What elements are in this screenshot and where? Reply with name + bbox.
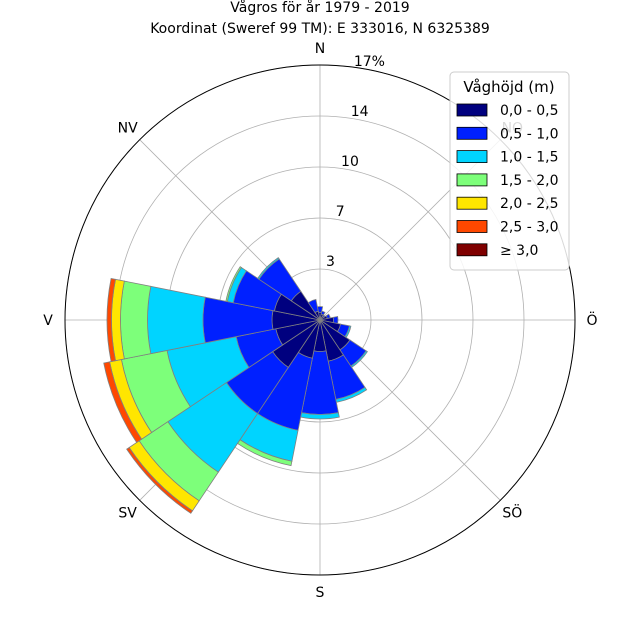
polar-frame xyxy=(64,64,576,576)
direction-label: V xyxy=(43,313,53,329)
legend-entry: 0,0 - 0,5 xyxy=(500,103,558,119)
legend-entry: 1,0 - 1,5 xyxy=(500,150,558,166)
rose-bar-segment xyxy=(257,257,280,280)
rose-bar-segment xyxy=(320,310,326,316)
polar-outline xyxy=(64,64,576,576)
legend-swatch xyxy=(456,196,488,210)
radial-tick-label: 3 xyxy=(326,254,335,270)
rose-bar-segment xyxy=(147,285,206,355)
direction-label: SV xyxy=(118,505,137,521)
legend-swatch xyxy=(456,220,488,233)
legend-entry: 2,5 - 3,0 xyxy=(500,220,558,236)
legend-swatch xyxy=(456,126,488,140)
rose-bar-segment xyxy=(307,298,319,314)
legend-title: Våghöjd (m) xyxy=(463,78,554,96)
chart-subtitle: Koordinat (Sweref 99 TM): E 333016, N 63… xyxy=(150,21,490,37)
legend-entry: ≥ 3,0 xyxy=(500,243,538,259)
legend-frame xyxy=(449,71,570,271)
rose-bar-segment xyxy=(126,446,194,514)
direction-label: N xyxy=(315,41,325,57)
rose-bar-segment xyxy=(225,266,242,303)
legend-swatch xyxy=(456,173,488,187)
radial-tick-label: 7 xyxy=(336,204,345,220)
direction-label: SÖ xyxy=(502,503,522,521)
legend: Våghöjd (m) 0,0 - 0,5 0,5 - 1,0 1,0 - 1,… xyxy=(449,71,570,271)
direction-label: NV xyxy=(118,121,138,137)
legend-entry: 0,5 - 1,0 xyxy=(500,126,558,142)
rose-bar-segment xyxy=(316,306,324,314)
legend-entry: 2,0 - 2,5 xyxy=(500,196,558,212)
rose-bars xyxy=(103,257,368,514)
legend-entry: 1,5 - 2,0 xyxy=(500,173,558,189)
legend-swatch xyxy=(456,103,488,117)
chart-title: Vågros för år 1979 - 2019 xyxy=(230,0,409,16)
radial-tick-label: 14 xyxy=(351,104,369,120)
legend-swatch xyxy=(456,243,488,257)
direction-label: S xyxy=(316,585,325,601)
radial-ticks: 3 7 10 14 17% xyxy=(326,54,385,270)
rose-bar-segment xyxy=(106,277,116,363)
rose-bar-segment xyxy=(120,280,152,360)
radial-tick-label: 10 xyxy=(341,154,359,170)
direction-label: Ö xyxy=(586,311,597,329)
rose-bar-segment xyxy=(103,361,143,444)
legend-swatch xyxy=(456,150,488,164)
radial-tick-label: 17% xyxy=(354,54,385,70)
